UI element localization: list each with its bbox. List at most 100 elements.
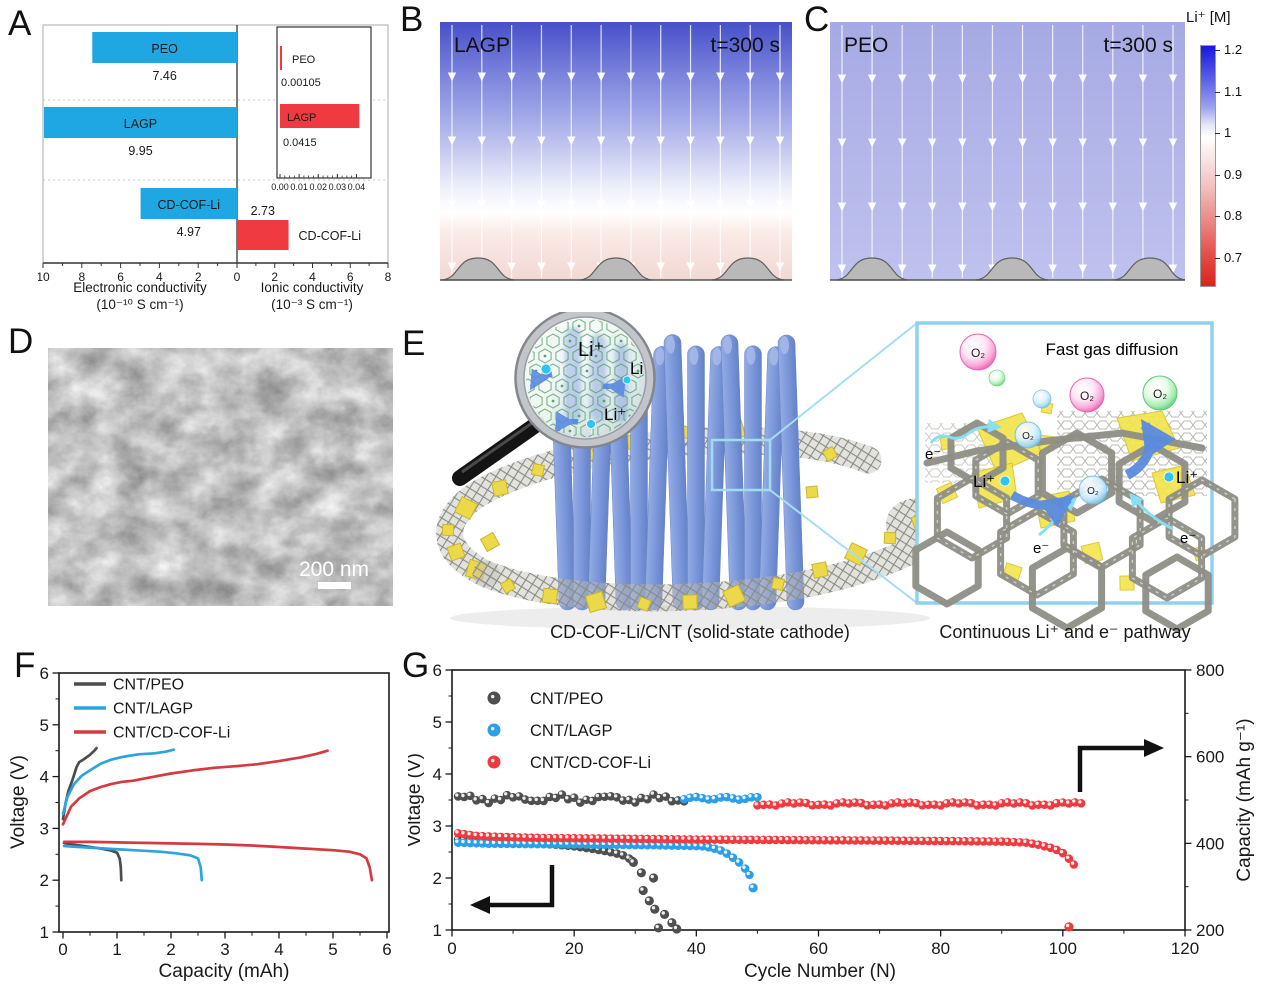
sem-image: 200 nm: [48, 348, 393, 606]
axis-arrows: [470, 739, 1164, 914]
colorbar-tick: [1215, 133, 1220, 135]
tick-label: 0: [234, 270, 241, 284]
li-label: Li⁺: [578, 339, 604, 361]
x-tick-label: 20: [565, 939, 584, 958]
bar-electronic-PEO: [92, 32, 237, 63]
shadow: [450, 606, 930, 630]
y-tick-label: 5: [40, 716, 49, 735]
material-label: PEO: [844, 34, 888, 57]
x-tick-label: 4: [274, 940, 283, 959]
o2-bubble: O₂: [1142, 375, 1178, 411]
voltage-series-CNT/PEO: [453, 835, 682, 934]
x-tick-label: 6: [382, 940, 391, 959]
electron-label: e⁻: [1033, 540, 1049, 557]
tick-label: 0.03: [329, 182, 347, 192]
inset-bar-LAGP: [280, 104, 360, 128]
time-label: t=300 s: [1104, 34, 1173, 57]
axis-unit: (10⁻¹⁰ S cm⁻¹): [96, 297, 183, 312]
sem-texture: [48, 348, 393, 606]
x-tick-label: 60: [809, 939, 828, 958]
cycling-performance-chart: 0 20 40 60 80 100 120 1 2 3 4 5 6 200 400 600 800 CNT/PEO…: [408, 661, 1255, 982]
bar-electronic-LAGP: [43, 107, 237, 138]
legend-label: CNT/PEO: [113, 677, 184, 694]
panel-label-d: D: [8, 322, 34, 361]
zoom-connector-top: [769, 322, 918, 441]
o2-bubble: [1032, 389, 1052, 409]
series-CNT/LAGP-charge: [61, 748, 176, 816]
series-CNT/LAGP-discharge: [62, 844, 204, 882]
flux-streamlines: [447, 25, 785, 278]
plot-frame: [58, 672, 390, 933]
y-tick-label: 1: [40, 923, 49, 942]
panel-label-c: C: [804, 0, 830, 39]
bar-electronic-CD-COF-Li: [140, 188, 237, 219]
magnifier-rim: [516, 312, 654, 447]
x-axis-label: Cycle Number (N): [744, 961, 896, 982]
concentration-field: [830, 22, 1185, 280]
bar-label: CD-COF-Li: [299, 229, 362, 243]
li-label: Li⁺: [604, 405, 626, 424]
bar-label: PEO: [151, 42, 178, 56]
series-CNT/CD-COF-Li-discharge: [62, 840, 374, 882]
o2-in-lattice: O₂: [1078, 475, 1108, 505]
colorbar-tick-label: 0.7: [1224, 249, 1243, 265]
x-tick-label: 0: [447, 939, 456, 958]
concentration-field: [440, 22, 792, 280]
y2-tick-label: 200: [1196, 921, 1224, 940]
tick-label: 2: [195, 270, 202, 284]
series-CNT/CD-COF-Li-charge: [61, 749, 329, 826]
inset-bar-PEO: [280, 46, 283, 70]
colorbar-tick: [1215, 257, 1220, 259]
svg-text:O₂: O₂: [971, 346, 985, 360]
value-label: 0.00105: [281, 77, 321, 89]
inset-title: Fast gas diffusion: [1046, 340, 1179, 359]
axis-title: Electronic conductivity: [73, 280, 207, 295]
time-label: t=300 s: [711, 34, 780, 57]
zoom-region-box: [710, 438, 772, 492]
value-label: 9.95: [128, 144, 152, 158]
conductivity-bar-chart: PEO 7.46 LAGP 9.95 CD-COF-Li 4.97 2.73 CD-COF-L…: [38, 24, 392, 312]
electron-label: e⁻: [925, 446, 941, 463]
o2-in-lattice: O₂: [1014, 421, 1042, 449]
capacity-series-CNT/LAGP: [679, 792, 762, 804]
inset-frame: [276, 26, 372, 179]
y-tick-label: 6: [433, 661, 442, 680]
y2-tick-label: 400: [1196, 834, 1224, 853]
y2-tick-label: 800: [1196, 661, 1224, 680]
y-tick-label: 5: [433, 713, 442, 732]
panel-label-g: G: [402, 646, 430, 685]
y-axis-label-right: Capacity (mAh g⁻¹): [1234, 718, 1255, 881]
panel-label-f: F: [14, 646, 36, 685]
y2-tick-label: 600: [1196, 748, 1224, 767]
colorbar-tick: [1215, 91, 1220, 93]
li-ion-dot: [1163, 471, 1175, 483]
y-tick-label: 2: [433, 869, 442, 888]
electrode-bumps: [830, 257, 1185, 281]
x-tick-label: 0: [58, 940, 67, 959]
tick-label: 8: [385, 270, 392, 284]
bar-ionic-CD-COF-Li: [237, 220, 289, 250]
panel-label-b: B: [400, 0, 424, 39]
colorbar-tick-label: 1.1: [1224, 83, 1243, 99]
svg-text:O₂: O₂: [1080, 389, 1094, 403]
colorbar-tick: [1215, 216, 1220, 218]
x-tick-label: 100: [1049, 939, 1077, 958]
bar-label: LAGP: [124, 117, 157, 131]
tick-label: 8: [78, 270, 85, 284]
voltage-capacity-chart: 0 1 2 3 4 5 6123456CNT/PEOCNT/LAGPCNT/CD-COF-L…: [10, 664, 392, 982]
caption-cathode: CD-COF-Li/CNT (solid-state cathode): [550, 622, 850, 642]
tick-label: 2: [271, 270, 278, 284]
material-label: LAGP: [454, 34, 510, 57]
tick-label: 0.01: [290, 182, 308, 192]
colorbar-tick: [1215, 49, 1220, 51]
axis-title: Ionic conductivity: [261, 280, 364, 295]
electron-label: e⁻: [1180, 530, 1196, 547]
panel-label-e: E: [402, 324, 426, 363]
colorbar-title: Li⁺ [M]: [1186, 9, 1231, 26]
svg-text:O₂: O₂: [1087, 486, 1099, 497]
y-tick-label: 4: [40, 768, 49, 787]
colorbar-tick-label: 1: [1224, 125, 1232, 141]
magnifier-handle-highlight: [461, 419, 536, 474]
bar-label: LAGP: [287, 112, 316, 124]
